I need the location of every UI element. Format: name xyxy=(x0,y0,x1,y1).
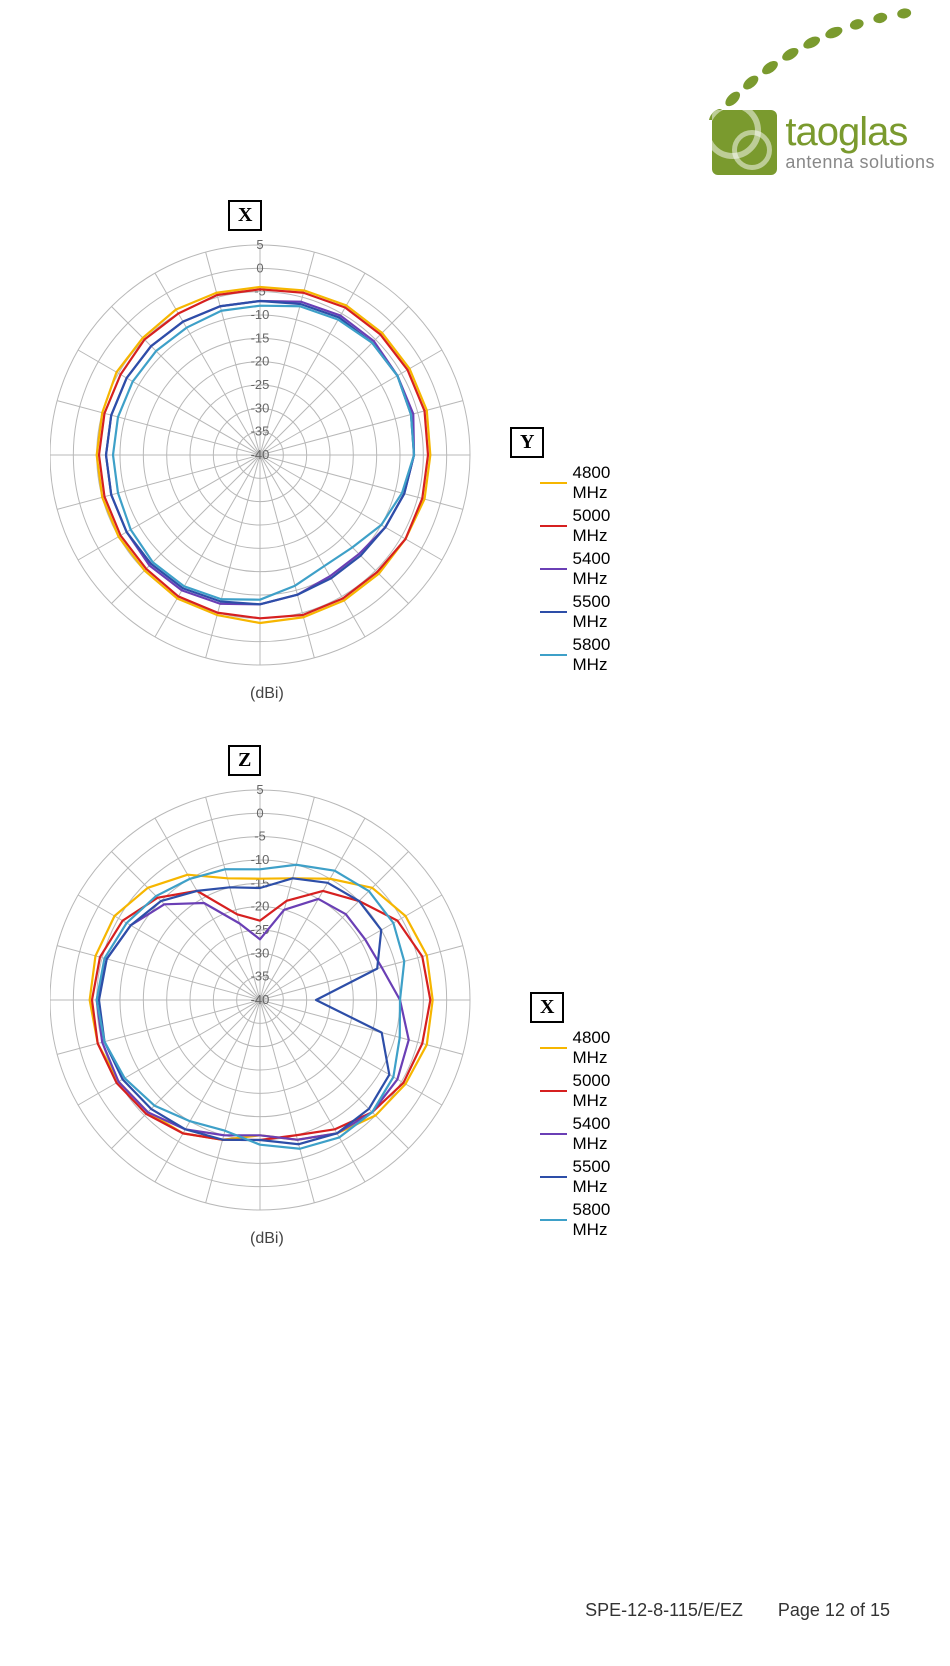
legend-item: 5400 MHz xyxy=(540,1114,624,1154)
doc-id: SPE-12-8-115/E/EZ xyxy=(585,1600,743,1620)
svg-text:-20: -20 xyxy=(251,354,270,369)
legend-label: 4800 MHz xyxy=(573,1028,624,1068)
arc-dots-icon xyxy=(520,0,950,120)
polar-chart-xy: X 50-5-10-15-20-25-30-35-40 Y (dBi) 4800… xyxy=(50,215,490,680)
legend-label: 5500 MHz xyxy=(573,1157,624,1197)
svg-text:-25: -25 xyxy=(251,377,270,392)
page-footer: SPE-12-8-115/E/EZ Page 12 of 15 xyxy=(555,1600,890,1621)
legend-swatch-icon xyxy=(540,1090,567,1092)
legend-item: 5000 MHz xyxy=(540,506,624,546)
legend-swatch-icon xyxy=(540,568,567,570)
logo: taoglas antenna solutions xyxy=(712,110,935,175)
legend-item: 5500 MHz xyxy=(540,1157,624,1197)
legend-swatch-icon xyxy=(540,482,567,484)
legend-item: 5000 MHz xyxy=(540,1071,624,1111)
logo-area: taoglas antenna solutions xyxy=(520,0,950,190)
legend-item: 4800 MHz xyxy=(540,1028,624,1068)
legend-swatch-icon xyxy=(540,654,567,656)
polar-chart-zx: Z 50-5-10-15-20-25-30-35-40 X (dBi) 4800… xyxy=(50,760,490,1225)
svg-text:-35: -35 xyxy=(251,969,270,984)
legend-swatch-icon xyxy=(540,525,567,527)
page-number: Page 12 of 15 xyxy=(778,1600,890,1620)
svg-text:-5: -5 xyxy=(254,829,266,844)
svg-text:0: 0 xyxy=(256,260,263,275)
polar-chart-svg: 50-5-10-15-20-25-30-35-40 xyxy=(50,760,490,1220)
legend-swatch-icon xyxy=(540,1047,567,1049)
svg-text:-10: -10 xyxy=(251,852,270,867)
svg-text:5: 5 xyxy=(256,782,263,797)
legend-item: 5400 MHz xyxy=(540,549,624,589)
svg-text:-30: -30 xyxy=(251,400,270,415)
chart-legend: 4800 MHz5000 MHz5400 MHz5500 MHz5800 MHz xyxy=(540,1025,624,1243)
legend-item: 4800 MHz xyxy=(540,463,624,503)
legend-item: 5800 MHz xyxy=(540,1200,624,1240)
svg-text:5: 5 xyxy=(256,237,263,252)
axis-label-right: X xyxy=(530,992,564,1023)
legend-label: 5000 MHz xyxy=(573,1071,624,1111)
svg-text:-35: -35 xyxy=(251,424,270,439)
polar-chart-svg: 50-5-10-15-20-25-30-35-40 xyxy=(50,215,490,675)
legend-label: 5400 MHz xyxy=(573,1114,624,1154)
logo-brand: taoglas xyxy=(785,112,935,152)
chart-unit-label: (dBi) xyxy=(250,1230,284,1248)
chart-unit-label: (dBi) xyxy=(250,685,284,703)
legend-item: 5800 MHz xyxy=(540,635,624,675)
svg-text:-40: -40 xyxy=(251,992,270,1007)
legend-label: 5800 MHz xyxy=(573,635,624,675)
chart-legend: 4800 MHz5000 MHz5400 MHz5500 MHz5800 MHz xyxy=(540,460,624,678)
legend-label: 4800 MHz xyxy=(573,463,624,503)
legend-item: 5500 MHz xyxy=(540,592,624,632)
legend-label: 5400 MHz xyxy=(573,549,624,589)
axis-label-top: X xyxy=(228,200,262,231)
logo-mark-icon xyxy=(712,110,777,175)
logo-tagline: antenna solutions xyxy=(785,152,935,173)
legend-label: 5800 MHz xyxy=(573,1200,624,1240)
legend-swatch-icon xyxy=(540,611,567,613)
axis-label-right: Y xyxy=(510,427,544,458)
svg-text:-20: -20 xyxy=(251,899,270,914)
legend-swatch-icon xyxy=(540,1133,567,1135)
legend-swatch-icon xyxy=(540,1176,567,1178)
svg-text:-30: -30 xyxy=(251,945,270,960)
svg-text:-10: -10 xyxy=(251,307,270,322)
svg-text:0: 0 xyxy=(256,805,263,820)
legend-swatch-icon xyxy=(540,1219,567,1221)
axis-label-top: Z xyxy=(228,745,261,776)
legend-label: 5500 MHz xyxy=(573,592,624,632)
legend-label: 5000 MHz xyxy=(573,506,624,546)
svg-text:-40: -40 xyxy=(251,447,270,462)
svg-text:-15: -15 xyxy=(251,330,270,345)
